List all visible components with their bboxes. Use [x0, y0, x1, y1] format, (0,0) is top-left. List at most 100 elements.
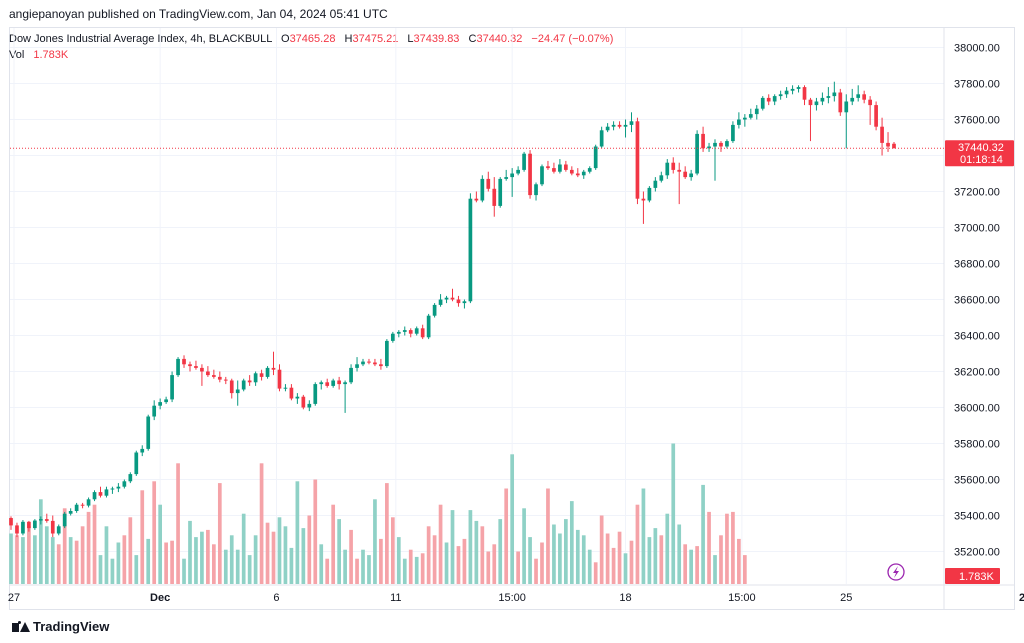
candle-body[interactable] [277, 369, 282, 389]
candle-body[interactable] [361, 361, 365, 365]
candle-body[interactable] [444, 297, 449, 300]
candle-body[interactable] [325, 382, 330, 386]
candle-body[interactable] [462, 301, 467, 304]
candle-body[interactable] [593, 146, 598, 169]
candle-body[interactable] [194, 366, 198, 368]
candle-body[interactable] [146, 416, 151, 449]
candle-body[interactable] [128, 474, 133, 482]
candle-body[interactable] [74, 504, 79, 511]
candle-body[interactable] [862, 94, 867, 100]
candle-body[interactable] [623, 124, 628, 127]
candle-body[interactable] [790, 88, 795, 91]
candle-body[interactable] [44, 519, 49, 521]
candle-body[interactable] [80, 504, 85, 506]
candle-body[interactable] [492, 188, 497, 206]
candle-body[interactable] [892, 143, 896, 149]
candle-body[interactable] [390, 333, 395, 341]
candle-body[interactable] [15, 525, 19, 534]
candle-body[interactable] [498, 178, 503, 206]
candle-body[interactable] [289, 387, 294, 399]
candle-body[interactable] [587, 168, 592, 172]
candle-body[interactable] [331, 380, 336, 386]
volume-label[interactable]: Vol [9, 49, 25, 61]
candle-body[interactable] [38, 519, 43, 521]
symbol-title[interactable]: Dow Jones Industrial Average Index, 4h, … [9, 33, 272, 45]
candle-body[interactable] [367, 361, 371, 363]
candle-body[interactable] [826, 96, 831, 98]
candle-body[interactable] [164, 399, 168, 403]
candle-body[interactable] [784, 90, 789, 95]
candle-body[interactable] [844, 101, 849, 113]
candle-body[interactable] [772, 96, 777, 102]
candle-body[interactable] [98, 492, 103, 496]
candle-body[interactable] [56, 526, 61, 534]
candle-body[interactable] [695, 133, 699, 174]
candle-body[interactable] [575, 173, 580, 176]
candle-body[interactable] [229, 380, 234, 394]
candle-body[interactable] [402, 330, 407, 332]
candle-body[interactable] [605, 126, 610, 131]
candle-body[interactable] [564, 164, 568, 170]
candle-body[interactable] [480, 178, 485, 201]
candle-body[interactable] [808, 99, 813, 106]
candle-body[interactable] [420, 328, 425, 338]
candle-body[interactable] [850, 97, 855, 102]
candle-body[interactable] [116, 486, 121, 489]
candle-body[interactable] [355, 364, 359, 368]
candle-body[interactable] [140, 448, 145, 453]
candle-body[interactable] [683, 171, 688, 178]
candle-body[interactable] [313, 384, 318, 404]
candle-body[interactable] [659, 175, 664, 181]
candle-body[interactable] [731, 124, 735, 142]
candle-body[interactable] [754, 108, 759, 115]
candle-body[interactable] [50, 520, 55, 534]
candle-body[interactable] [349, 367, 353, 383]
candle-body[interactable] [760, 97, 765, 109]
candle-body[interactable] [426, 315, 431, 338]
candle-body[interactable] [92, 492, 97, 500]
candle-body[interactable] [104, 489, 109, 496]
candle-body[interactable] [635, 121, 640, 199]
candle-body[interactable] [86, 499, 91, 506]
candle-body[interactable] [540, 166, 544, 185]
candle-body[interactable] [713, 142, 717, 147]
candle-body[interactable] [766, 97, 771, 102]
candle-body[interactable] [486, 178, 491, 189]
candle-body[interactable] [432, 304, 437, 316]
candle-body[interactable] [259, 373, 264, 377]
candle-body[interactable] [617, 124, 622, 127]
candle-body[interactable] [396, 331, 401, 334]
candle-body[interactable] [379, 364, 383, 367]
candle-body[interactable] [241, 380, 246, 390]
candle-body[interactable] [832, 92, 837, 97]
candle-body[interactable] [802, 87, 807, 100]
candle-body[interactable] [21, 521, 25, 534]
candle-body[interactable] [510, 173, 515, 178]
candle-body[interactable] [9, 518, 13, 526]
candle-body[interactable] [653, 180, 658, 188]
candle-body[interactable] [468, 198, 473, 302]
candle-body[interactable] [868, 99, 872, 106]
candle-body[interactable] [599, 130, 604, 147]
candle-body[interactable] [611, 124, 616, 127]
candle-body[interactable] [247, 380, 252, 383]
candle-body[interactable] [522, 153, 526, 170]
candle-body[interactable] [408, 330, 413, 334]
candle-body[interactable] [253, 373, 258, 383]
candle-body[interactable] [212, 375, 216, 377]
candle-body[interactable] [474, 198, 479, 201]
candle-body[interactable] [814, 101, 819, 106]
candle-body[interactable] [748, 114, 753, 118]
candle-body[interactable] [534, 184, 538, 196]
candle-body[interactable] [707, 146, 711, 149]
candle-body[interactable] [725, 141, 729, 147]
candle-body[interactable] [701, 133, 705, 149]
candle-body[interactable] [319, 382, 324, 385]
candle-body[interactable] [438, 299, 443, 305]
candle-body[interactable] [283, 387, 288, 389]
candle-body[interactable] [27, 521, 31, 529]
candle-body[interactable] [796, 87, 801, 89]
candle-body[interactable] [68, 511, 73, 514]
candle-body[interactable] [223, 379, 228, 381]
